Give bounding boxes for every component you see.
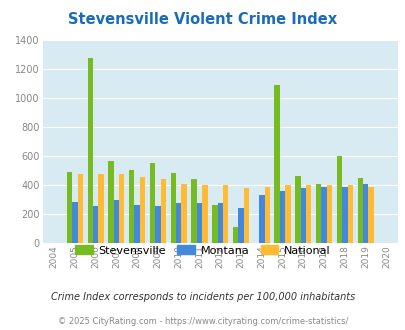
Text: © 2025 CityRating.com - https://www.cityrating.com/crime-statistics/: © 2025 CityRating.com - https://www.city… — [58, 317, 347, 326]
Bar — [155, 206, 160, 243]
Bar — [113, 200, 119, 243]
Bar — [264, 187, 269, 243]
Bar — [129, 170, 134, 243]
Bar — [232, 227, 238, 243]
Bar — [336, 155, 341, 243]
Bar — [191, 180, 196, 243]
Bar — [181, 184, 186, 243]
Bar — [170, 173, 176, 243]
Bar — [93, 206, 98, 243]
Bar — [212, 205, 217, 243]
Bar — [238, 208, 243, 243]
Bar — [149, 163, 155, 243]
Bar — [72, 202, 77, 243]
Bar — [160, 180, 166, 243]
Bar — [326, 184, 331, 243]
Bar — [321, 187, 326, 243]
Bar — [222, 185, 228, 243]
Bar — [77, 175, 83, 243]
Bar — [357, 178, 362, 243]
Bar — [243, 188, 249, 243]
Bar — [274, 84, 279, 243]
Bar — [196, 203, 202, 243]
Bar — [300, 188, 305, 243]
Bar — [217, 203, 222, 243]
Bar — [367, 187, 373, 243]
Bar — [108, 161, 113, 243]
Bar — [341, 187, 347, 243]
Bar — [176, 203, 181, 243]
Bar — [98, 174, 103, 243]
Bar — [139, 177, 145, 243]
Bar — [87, 58, 93, 243]
Bar — [279, 191, 285, 243]
Bar — [294, 176, 300, 243]
Text: Crime Index corresponds to incidents per 100,000 inhabitants: Crime Index corresponds to incidents per… — [51, 292, 354, 302]
Bar — [305, 185, 311, 243]
Bar — [66, 172, 72, 243]
Legend: Stevensville, Montana, National: Stevensville, Montana, National — [71, 241, 334, 260]
Bar — [119, 175, 124, 243]
Bar — [285, 185, 290, 243]
Bar — [362, 184, 367, 243]
Bar — [258, 195, 264, 243]
Text: Stevensville Violent Crime Index: Stevensville Violent Crime Index — [68, 12, 337, 26]
Bar — [315, 184, 321, 243]
Bar — [347, 185, 352, 243]
Bar — [202, 185, 207, 243]
Bar — [134, 205, 139, 243]
